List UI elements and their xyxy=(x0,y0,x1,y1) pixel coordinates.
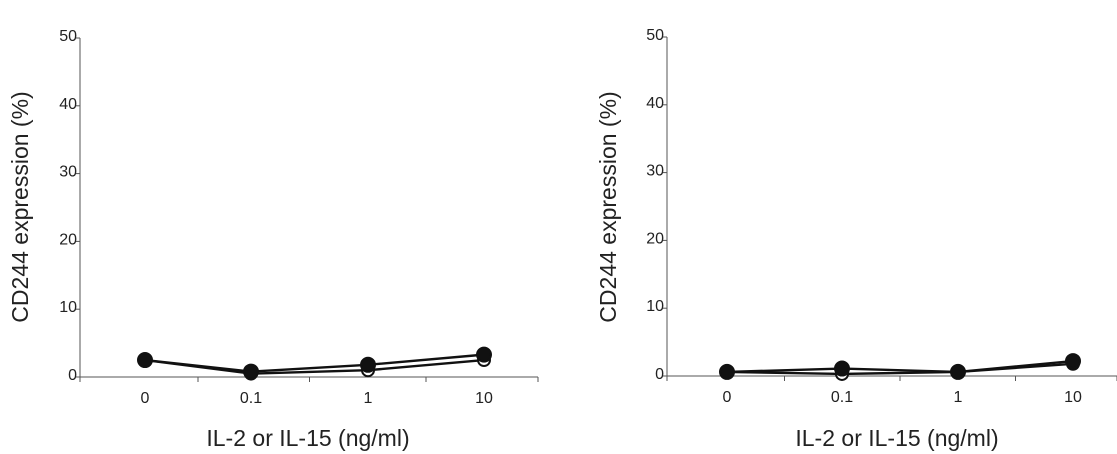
data-point xyxy=(834,360,850,377)
data-point xyxy=(950,363,966,380)
data-point xyxy=(243,363,259,380)
data-point xyxy=(360,356,376,373)
y-tick-label: 30 xyxy=(646,163,664,180)
x-tick-label: 1 xyxy=(954,389,963,406)
y-axis-title: CD244 expression (%) xyxy=(595,91,621,322)
y-tick-label: 0 xyxy=(655,366,664,383)
y-tick-label: 50 xyxy=(59,28,77,45)
data-point xyxy=(719,363,735,380)
x-tick-label: 10 xyxy=(1064,389,1082,406)
y-tick-label: 0 xyxy=(68,367,77,384)
x-tick-label: 10 xyxy=(475,390,493,407)
y-tick-label: 50 xyxy=(646,27,664,44)
y-tick-label: 20 xyxy=(59,231,77,248)
y-axis-title: CD244 expression (%) xyxy=(7,91,33,322)
x-tick-label: 0 xyxy=(141,390,150,407)
x-tick-label: 0.1 xyxy=(240,390,262,407)
x-tick-label: 1 xyxy=(364,390,373,407)
data-point xyxy=(137,352,153,369)
chart-1: 0 10 20 30 40 50 0 0.1 1 10 CD244 expression (%) IL… xyxy=(7,28,539,451)
y-tick-label: 10 xyxy=(59,299,77,316)
series-line xyxy=(726,362,1074,376)
x-axis-title: IL-2 or IL-15 (ng/ml) xyxy=(795,425,998,451)
y-tick-label: 20 xyxy=(646,230,664,247)
x-tick-label: 0 xyxy=(723,389,732,406)
x-tick-label: 0.1 xyxy=(831,389,853,406)
y-tick-label: 40 xyxy=(59,96,77,113)
y-tick-label: 40 xyxy=(646,95,664,112)
y-tick-label: 10 xyxy=(646,298,664,315)
series-line xyxy=(726,359,1074,374)
y-tick-label: 30 xyxy=(59,164,77,181)
x-axis-title: IL-2 or IL-15 (ng/ml) xyxy=(206,425,409,451)
data-point xyxy=(476,346,492,363)
series-filled-circle xyxy=(137,346,492,380)
chart-2: 0 10 20 30 40 50 0 0.1 1 10 CD244 expression (%) IL… xyxy=(595,27,1117,451)
data-point xyxy=(1065,353,1081,370)
series-line xyxy=(144,353,485,373)
series-filled-circle xyxy=(719,353,1081,380)
